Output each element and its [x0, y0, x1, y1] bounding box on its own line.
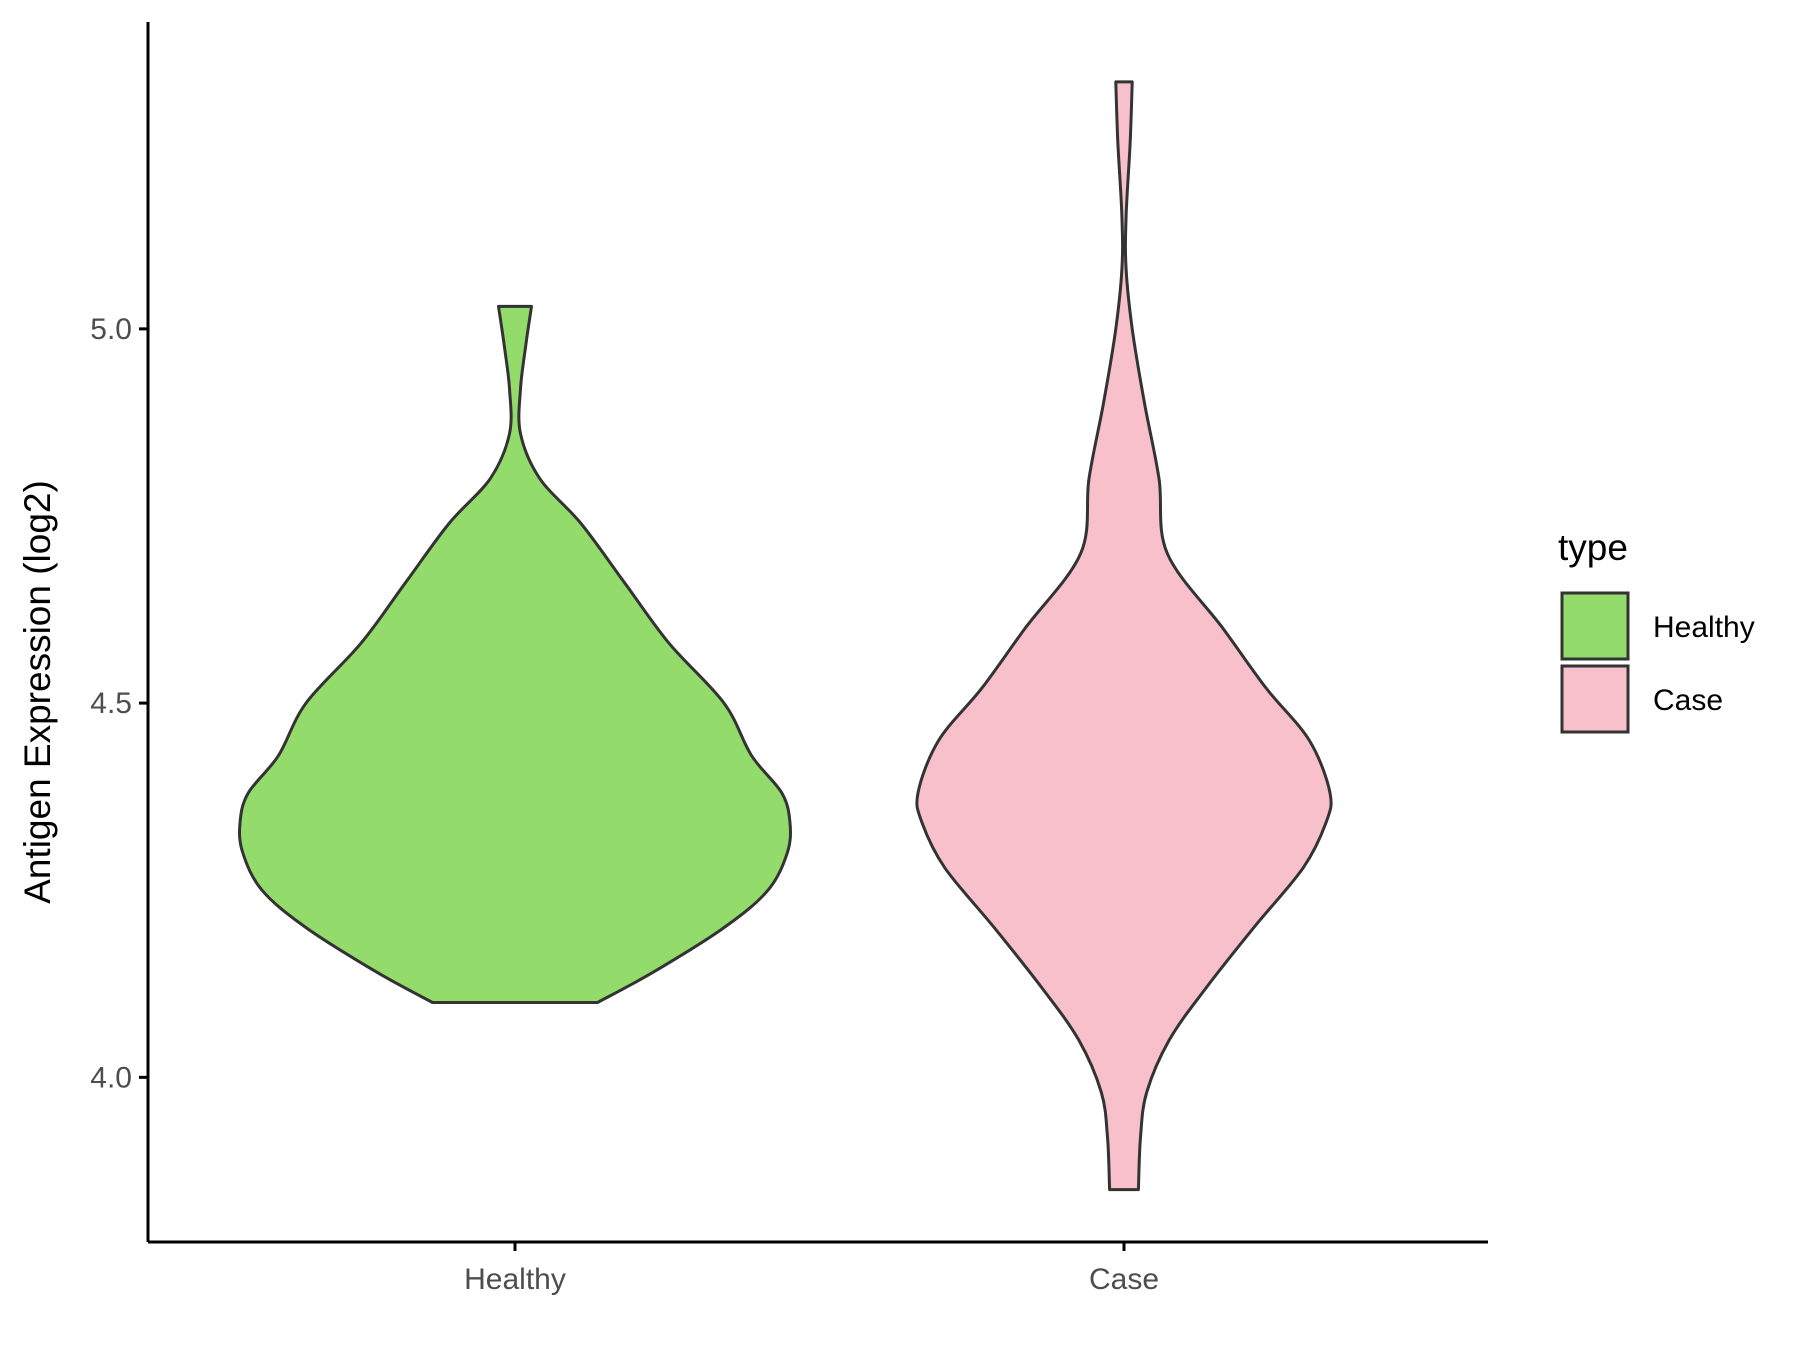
legend-key-case: [1560, 664, 1630, 734]
violins-layer: [238, 80, 1333, 1192]
axes-layer: [146, 22, 1488, 1244]
x-ticks: Healthy Case: [464, 1242, 1159, 1296]
y-axis-title: Antigen Expression (log2): [17, 480, 58, 904]
y-tick-label: 5.0: [90, 313, 132, 346]
legend-title: type: [1558, 527, 1628, 568]
y-ticks: 4.0 4.5 5.0: [90, 313, 148, 1094]
legend-label-case: Case: [1653, 684, 1723, 717]
y-tick-label: 4.0: [90, 1061, 132, 1094]
legend-key-healthy: [1560, 591, 1630, 661]
legend-label-healthy: Healthy: [1653, 611, 1755, 644]
y-tick-label: 4.5: [90, 687, 132, 720]
violin-healthy: [238, 304, 792, 1004]
x-tick-label: Case: [1089, 1263, 1159, 1296]
legend: type Healthy Case: [1558, 527, 1755, 734]
violin-case: [915, 80, 1333, 1192]
x-tick-label: Healthy: [464, 1263, 566, 1296]
